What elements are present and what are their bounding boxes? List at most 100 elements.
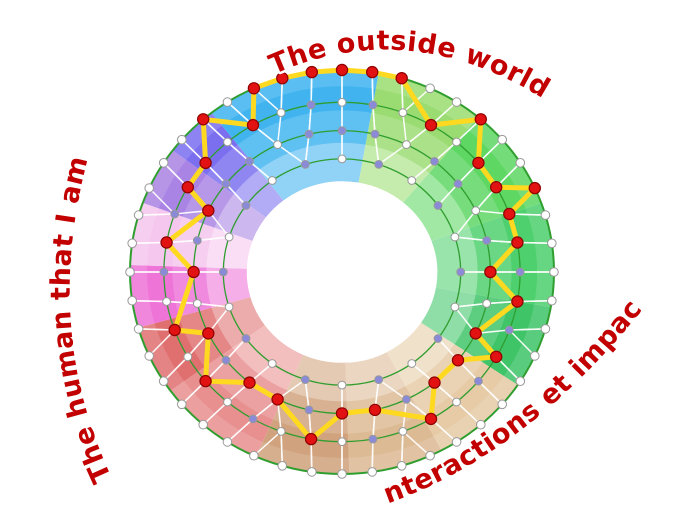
node: [249, 450, 259, 461]
node: [304, 405, 314, 415]
node: [337, 154, 347, 164]
red-node: [271, 393, 284, 406]
sector-pink-light: [130, 202, 253, 269]
sector-red-salmon: [138, 297, 265, 391]
node: [547, 295, 557, 306]
red-node: [428, 376, 441, 389]
red-node: [199, 374, 212, 388]
node: [425, 450, 435, 461]
mesh-line: [433, 141, 458, 163]
node: [407, 176, 417, 185]
node: [221, 355, 231, 365]
red-node: [424, 412, 438, 426]
mesh-line: [508, 329, 536, 357]
mesh-line: [374, 133, 380, 166]
node: [218, 267, 228, 277]
node: [300, 375, 310, 385]
mesh-line: [226, 418, 254, 443]
node: [374, 160, 384, 169]
red-node: [368, 403, 382, 417]
node: [183, 352, 193, 362]
node: [133, 324, 144, 334]
red-node: [335, 63, 349, 77]
mesh-line: [371, 438, 374, 473]
node: [276, 108, 286, 117]
node: [337, 437, 347, 447]
mesh-line: [402, 430, 431, 457]
node: [192, 299, 202, 308]
mesh-line: [253, 430, 282, 457]
node: [158, 376, 169, 387]
node: [374, 375, 384, 385]
node: [177, 399, 187, 410]
node: [540, 324, 551, 334]
node: [396, 461, 407, 471]
red-node: [247, 82, 261, 95]
node: [222, 97, 233, 107]
node: [451, 97, 462, 107]
mesh-line: [455, 401, 482, 426]
node: [127, 295, 137, 306]
node: [367, 467, 378, 477]
node: [127, 238, 137, 249]
node: [248, 414, 258, 424]
node: [159, 267, 169, 277]
mesh-line: [454, 302, 488, 308]
node: [307, 467, 317, 477]
node: [276, 427, 286, 436]
red-node: [490, 350, 503, 363]
red-node: [424, 118, 438, 132]
node: [198, 419, 208, 430]
node: [497, 399, 508, 410]
highlight-path: [164, 67, 538, 442]
red-node: [366, 65, 379, 79]
node: [433, 334, 443, 343]
mesh-line: [137, 213, 176, 216]
node: [304, 129, 314, 139]
red-node: [511, 236, 524, 249]
node: [133, 210, 144, 220]
node: [471, 206, 481, 216]
red-node: [469, 327, 482, 340]
mesh-line: [308, 104, 312, 135]
node: [398, 427, 408, 436]
node: [433, 201, 443, 210]
red-node: [246, 118, 260, 132]
red-node: [474, 113, 487, 126]
mesh-line: [400, 430, 404, 467]
red-node: [484, 265, 497, 279]
red-node: [304, 432, 318, 446]
node: [273, 140, 283, 150]
node: [177, 134, 187, 145]
red-node: [335, 407, 349, 420]
red-node: [276, 71, 289, 85]
node: [398, 108, 408, 117]
mesh-line: [225, 337, 247, 361]
red-node: [181, 180, 194, 194]
node: [337, 126, 347, 136]
sector-tan-dark: [255, 355, 350, 475]
red-node: [503, 207, 516, 221]
mesh-line: [202, 401, 229, 426]
node: [549, 267, 559, 277]
red-node: [305, 65, 318, 79]
node: [474, 376, 483, 386]
mesh-line: [304, 133, 310, 166]
mesh-line: [280, 430, 284, 467]
mesh-line: [477, 380, 503, 406]
node: [402, 140, 411, 150]
node: [453, 179, 463, 189]
node: [223, 137, 232, 147]
mesh-line: [131, 299, 168, 303]
sector-green-light: [358, 73, 479, 203]
mesh-line: [454, 236, 488, 242]
mesh-line: [162, 356, 189, 382]
red-node: [511, 295, 524, 308]
red-node: [490, 180, 503, 194]
node: [337, 380, 347, 390]
red-node: [528, 181, 542, 195]
mesh-line: [225, 183, 247, 207]
node: [482, 236, 492, 245]
